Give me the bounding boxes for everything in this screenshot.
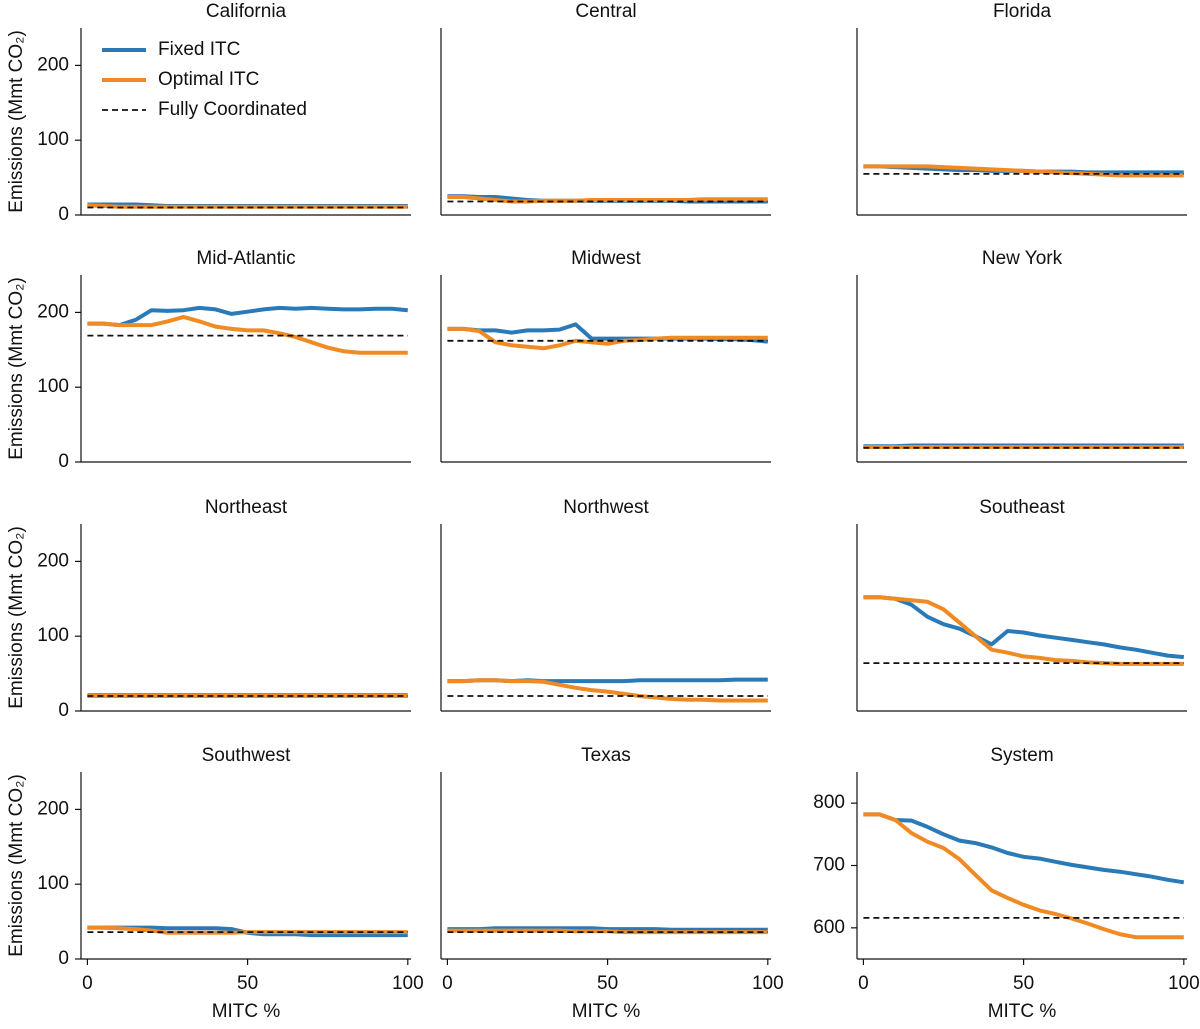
series-line (87, 203, 408, 209)
panel: Southeast (856, 497, 1187, 712)
y-tick-label: 0 (58, 948, 69, 969)
x-axis-label: MITC % (988, 1001, 1057, 1022)
y-tick-label: 0 (58, 451, 69, 472)
panel: System 600 700 800 0 50 100 MITC % (813, 745, 1199, 1022)
panel-title: Southeast (979, 497, 1065, 518)
panel: Mid-Atlantic 0 100 200 Emissions (Mmt CO₂) (6, 248, 411, 472)
panel-title: Northeast (205, 497, 288, 518)
series-line (447, 678, 768, 703)
x-tick-label: 100 (1168, 973, 1200, 994)
y-tick-label: 100 (37, 376, 69, 397)
panel: Florida (856, 1, 1187, 216)
y-tick-label: 200 (37, 550, 69, 571)
panel-title: Florida (993, 1, 1052, 22)
y-tick-label: 800 (813, 792, 845, 813)
y-axis-label: Emissions (Mmt CO₂) (6, 277, 27, 460)
y-tick-label: 100 (37, 873, 69, 894)
panel-title: Texas (581, 745, 631, 766)
panel-title: Northwest (563, 497, 649, 518)
y-axis-label: Emissions (Mmt CO₂) (6, 526, 27, 709)
panel-title: California (206, 1, 287, 22)
x-tick-label: 0 (858, 973, 869, 994)
x-tick-label: 0 (442, 973, 453, 994)
x-tick-label: 100 (752, 973, 784, 994)
series-line (87, 314, 408, 355)
x-axis-label: MITC % (212, 1001, 281, 1022)
series-line (863, 812, 1185, 885)
x-tick-label: 100 (392, 973, 424, 994)
series-line (863, 812, 1184, 940)
panel: Midwest (440, 248, 771, 463)
panel: Texas 0 50 100 MITC % (440, 745, 784, 1022)
y-tick-label: 600 (813, 917, 845, 938)
legend-label: Fully Coordinated (158, 99, 307, 120)
y-tick-label: 700 (813, 855, 845, 876)
panel-title: Southwest (202, 745, 291, 766)
series-line (863, 164, 1184, 178)
panel: New York (856, 248, 1187, 463)
panel-title: System (990, 745, 1053, 766)
legend-label: Optimal ITC (158, 69, 259, 90)
panel: Northwest (440, 497, 771, 712)
legend-label: Fixed ITC (158, 39, 240, 60)
series-line (447, 926, 768, 932)
panel-title: Mid-Atlantic (196, 248, 295, 269)
y-tick-label: 0 (58, 204, 69, 225)
x-tick-label: 50 (597, 973, 618, 994)
panel-title: Central (575, 1, 636, 22)
y-tick-label: 100 (37, 625, 69, 646)
x-tick-label: 50 (1013, 973, 1034, 994)
y-tick-label: 200 (37, 301, 69, 322)
y-tick-label: 0 (58, 700, 69, 721)
panel: Northeast 0 100 200 Emissions (Mmt CO₂) (6, 497, 411, 721)
panel: Southwest 0 100 200 0 50 100 Emissions (Mmt CO₂… (6, 745, 424, 1022)
y-tick-label: 200 (37, 54, 69, 75)
y-axis-label: Emissions (Mmt CO₂) (6, 30, 27, 213)
series-line (863, 595, 1184, 660)
x-tick-label: 50 (237, 973, 258, 994)
series-line (447, 195, 768, 204)
panel: Central (440, 1, 771, 216)
series-line (863, 595, 1184, 666)
series-line (447, 326, 768, 351)
series-line (87, 305, 408, 328)
y-tick-label: 200 (37, 798, 69, 819)
panel-title: Midwest (571, 248, 641, 269)
x-tick-label: 0 (82, 973, 93, 994)
y-axis-label: Emissions (Mmt CO₂) (6, 774, 27, 957)
panel: California 0 100 200 Emissions (Mmt CO₂) Fixe… (6, 1, 411, 225)
panel-title: New York (982, 248, 1063, 269)
x-axis-label: MITC % (572, 1001, 641, 1022)
y-tick-label: 100 (37, 129, 69, 150)
